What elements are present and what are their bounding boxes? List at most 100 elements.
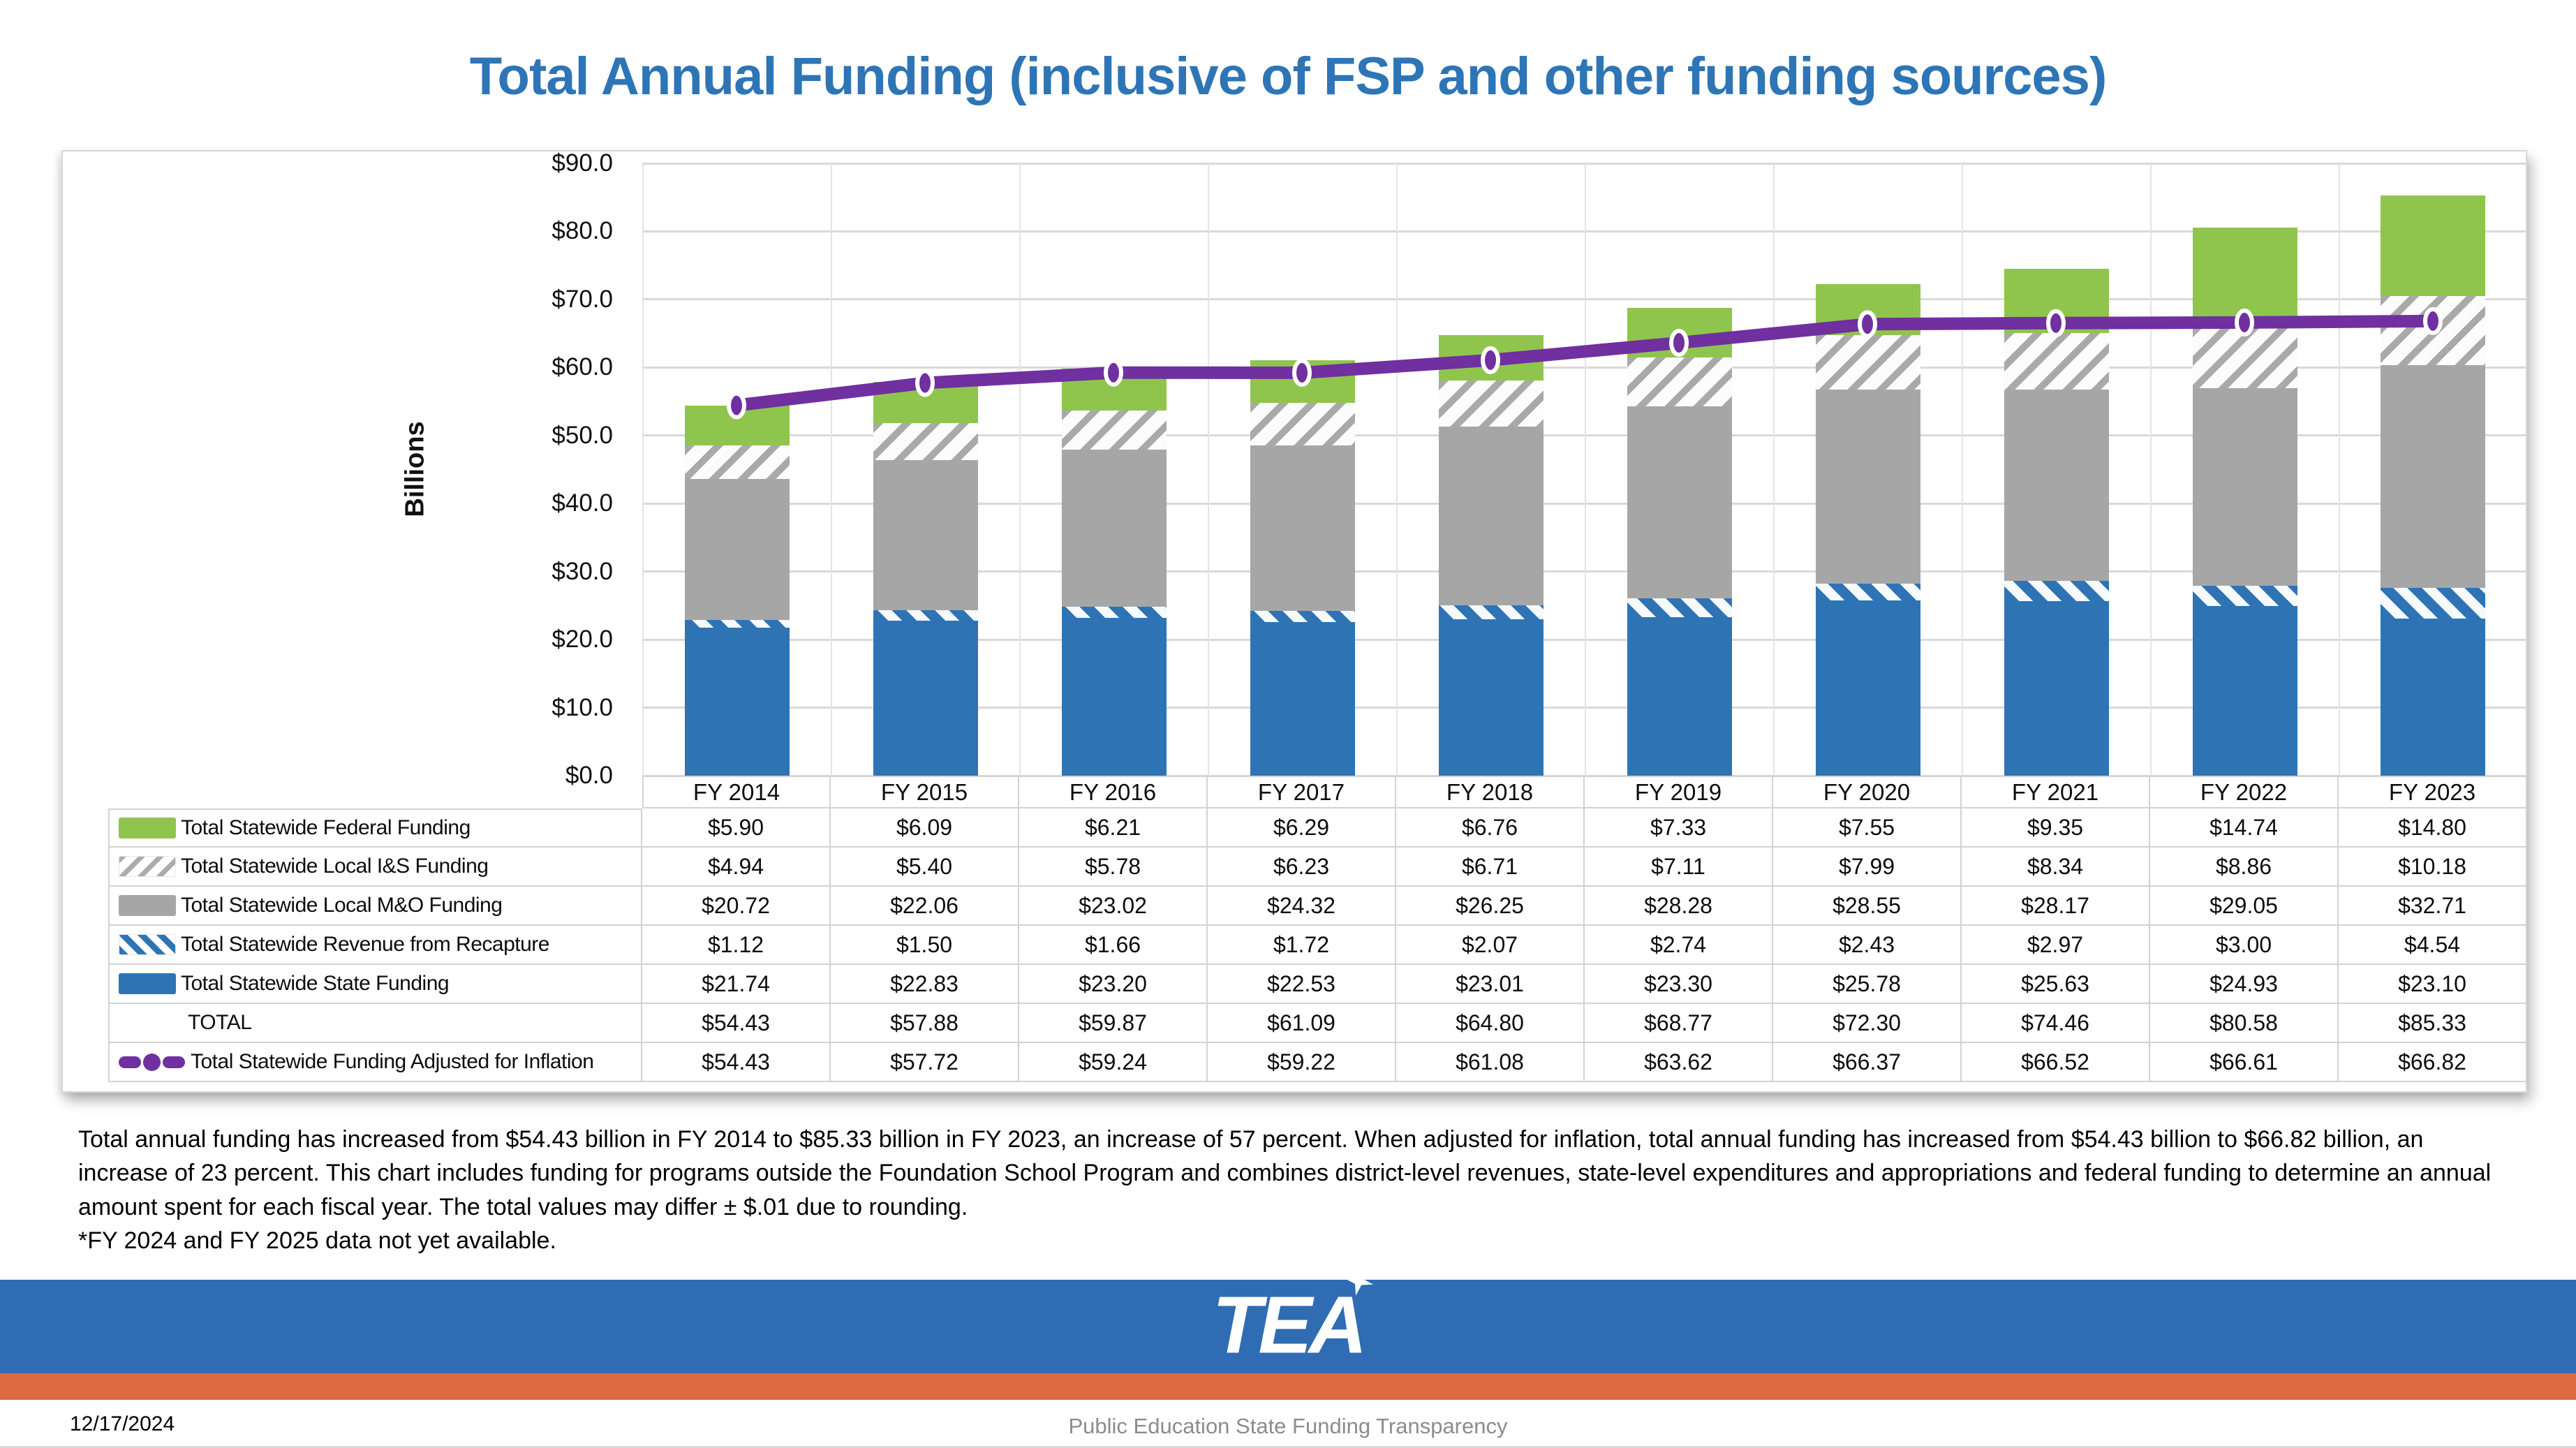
row-label-text: Total Statewide Funding Adjusted for Inf… xyxy=(191,1050,594,1073)
y-axis-tick-label: $60.0 xyxy=(552,353,613,381)
y-axis-tick-label: $70.0 xyxy=(552,285,613,313)
bar-segment xyxy=(873,610,978,621)
y-axis-tick-label: $90.0 xyxy=(552,149,613,177)
bar-segment xyxy=(1627,616,1732,776)
value-cell: $1.72 xyxy=(1208,926,1396,965)
stacked-bar-fy-2018 xyxy=(1439,163,1544,776)
value-cell: $28.55 xyxy=(1773,887,1962,926)
value-cell: $25.78 xyxy=(1773,965,1962,1004)
value-cell: $66.52 xyxy=(1962,1043,2150,1082)
value-cell: $23.02 xyxy=(1019,887,1208,926)
value-cell: $5.90 xyxy=(642,808,831,848)
stacked-bar-fy-2014 xyxy=(685,163,790,776)
value-cell: $25.63 xyxy=(1962,965,2150,1004)
row-label: Total Statewide Revenue from Recapture xyxy=(108,926,642,965)
legend-line-dash xyxy=(119,1056,141,1068)
chart-panel: Billions FY 2014 FY 2015 FY 2016 FY 2017 FY … xyxy=(61,149,2527,1093)
legend-swatch xyxy=(119,818,176,838)
bar-segment xyxy=(685,405,790,446)
value-cell: $59.22 xyxy=(1208,1043,1396,1082)
bar-segment xyxy=(2381,295,2485,365)
stacked-bar-fy-2019 xyxy=(1627,163,1732,776)
row-label-text: Total Statewide Local I&S Funding xyxy=(181,855,489,878)
banner-orange-stripe xyxy=(0,1373,2576,1400)
value-cell: $5.78 xyxy=(1019,848,1208,887)
stacked-bar-fy-2020 xyxy=(1816,163,1920,776)
value-cell: $61.08 xyxy=(1396,1043,1585,1082)
tea-logo: TEA xyxy=(1213,1278,1364,1371)
y-axis-tick-label: $80.0 xyxy=(552,217,613,245)
value-cell: $14.74 xyxy=(2150,808,2339,848)
value-cell: $21.74 xyxy=(642,965,831,1004)
stacked-bar-fy-2023 xyxy=(2381,163,2485,776)
value-cell: $6.23 xyxy=(1208,848,1396,887)
value-cell: $7.11 xyxy=(1585,848,1773,887)
bar-segment xyxy=(1627,406,1732,599)
value-cell: $10.18 xyxy=(2339,848,2527,887)
legend-swatch xyxy=(119,934,176,955)
year-header: FY 2014 xyxy=(642,776,831,808)
plot-column xyxy=(2150,163,2339,776)
bar-segment xyxy=(1062,606,1167,618)
plot-column xyxy=(1396,163,1585,776)
bar-segment xyxy=(1250,622,1355,776)
value-cell: $23.20 xyxy=(1019,965,1208,1004)
value-cell: $29.05 xyxy=(2150,887,2339,926)
bar-segment xyxy=(1250,445,1355,611)
value-cell: $2.43 xyxy=(1773,926,1962,965)
y-axis-tick-label: $10.0 xyxy=(552,693,613,721)
value-cell: $14.80 xyxy=(2339,808,2527,848)
value-cell: $1.12 xyxy=(642,926,831,965)
bar-segment xyxy=(685,620,790,628)
legend-line-dash xyxy=(163,1056,185,1068)
bar-segment xyxy=(1816,283,1920,336)
plot-column xyxy=(1773,163,1962,776)
plot-column xyxy=(1019,163,1208,776)
notes: Total annual funding has increased from … xyxy=(78,1123,2501,1257)
bar-segment xyxy=(2193,387,2297,586)
bar-segment xyxy=(1062,617,1167,776)
value-cell: $2.74 xyxy=(1585,926,1773,965)
plot-column xyxy=(1585,163,1773,776)
bar-segment xyxy=(1816,584,1920,600)
value-cell: $6.76 xyxy=(1396,808,1585,848)
bar-segment xyxy=(1250,360,1355,404)
row-label: Total Statewide Local I&S Funding xyxy=(108,848,642,887)
value-cell: $4.94 xyxy=(642,848,831,887)
value-cell: $32.71 xyxy=(2339,887,2527,926)
bar-segment xyxy=(873,459,978,610)
stacked-bar-fy-2017 xyxy=(1250,163,1355,776)
year-header: FY 2019 xyxy=(1585,776,1773,808)
value-cell: $61.09 xyxy=(1208,1004,1396,1043)
stacked-bar-fy-2022 xyxy=(2193,163,2297,776)
bar-segment xyxy=(1062,411,1167,450)
bar-segment xyxy=(1250,610,1355,623)
value-cell: $6.21 xyxy=(1019,808,1208,848)
row-label-text: Total Statewide Federal Funding xyxy=(181,816,471,839)
value-cell: $85.33 xyxy=(2339,1004,2527,1043)
value-cell: $59.24 xyxy=(1019,1043,1208,1082)
year-header: FY 2020 xyxy=(1773,776,1962,808)
year-header: FY 2018 xyxy=(1396,776,1585,808)
data-table: FY 2014 FY 2015 FY 2016 FY 2017 FY 2018 FY 20… xyxy=(108,776,2527,1082)
bar-segment xyxy=(2381,587,2485,619)
value-cell: $7.99 xyxy=(1773,848,1962,887)
bar-segment xyxy=(1439,619,1544,776)
page-title: Total Annual Funding (inclusive of FSP a… xyxy=(469,47,2108,106)
legend-swatch xyxy=(119,973,176,994)
legend-line-dot xyxy=(143,1053,161,1071)
y-axis-tick-label: $50.0 xyxy=(552,421,613,449)
bar-segment xyxy=(1439,426,1544,605)
value-cell: $22.83 xyxy=(831,965,1019,1004)
value-cell: $6.29 xyxy=(1208,808,1396,848)
bar-segment xyxy=(685,445,790,480)
notes-paragraph: Total annual funding has increased from … xyxy=(78,1126,2492,1220)
plot-column xyxy=(1962,163,2150,776)
value-cell: $26.25 xyxy=(1396,887,1585,926)
bar-segment xyxy=(2193,327,2297,388)
value-cell: $2.97 xyxy=(1962,926,2150,965)
value-cell: $2.07 xyxy=(1396,926,1585,965)
stacked-bar-fy-2021 xyxy=(2004,163,2109,776)
bar-segment xyxy=(685,479,790,621)
